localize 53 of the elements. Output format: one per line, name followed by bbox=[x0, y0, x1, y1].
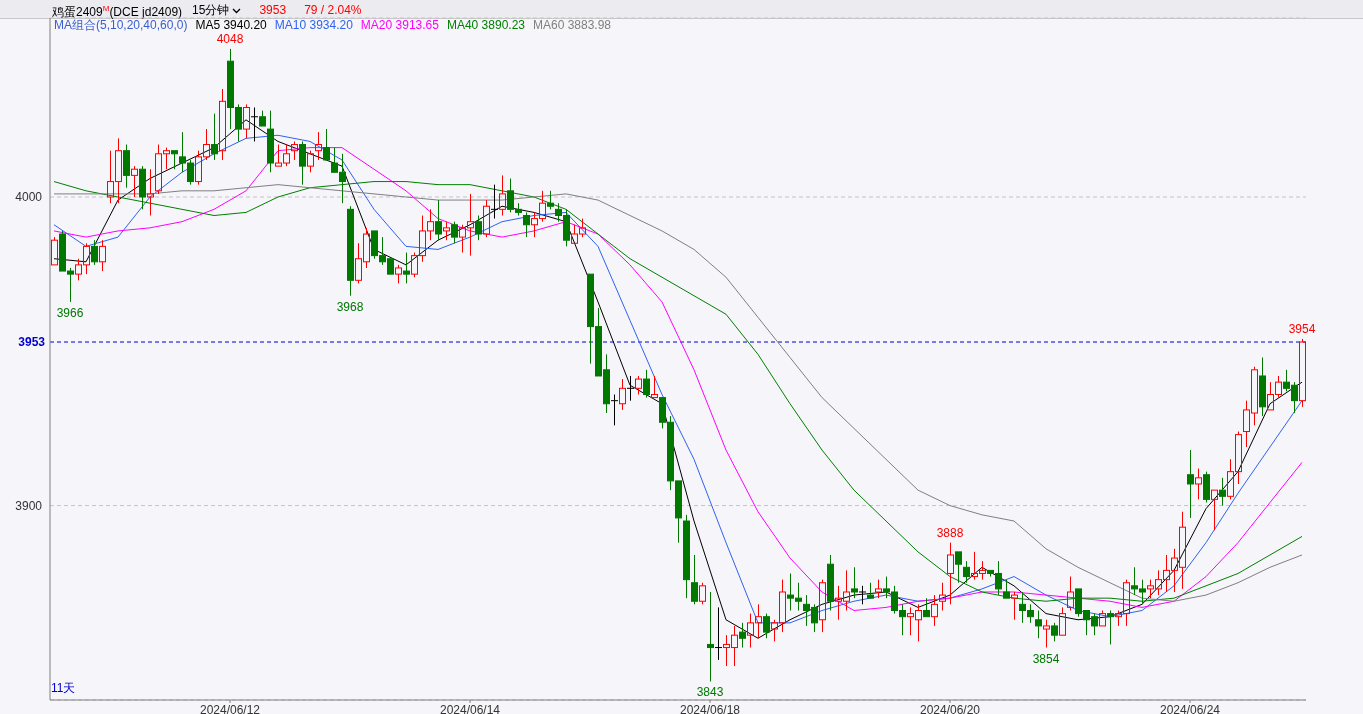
y-tick-label: 4000 bbox=[15, 190, 43, 205]
text: MA40 3890.23 bbox=[446, 18, 525, 33]
annotation: 3954 bbox=[1288, 321, 1316, 336]
candlestick bbox=[619, 378, 626, 411]
candlestick bbox=[91, 239, 98, 266]
candlestick bbox=[931, 594, 938, 627]
candlestick bbox=[1219, 477, 1226, 507]
candlestick bbox=[1187, 449, 1194, 519]
candlestick bbox=[963, 560, 970, 584]
annotation: 3968 bbox=[336, 299, 364, 314]
candlestick bbox=[291, 140, 298, 161]
candlestick bbox=[299, 140, 306, 186]
candlestick bbox=[1067, 576, 1074, 612]
text: 79 / 2.04% bbox=[304, 3, 362, 18]
candlestick bbox=[347, 205, 354, 297]
candlestick bbox=[610, 393, 619, 426]
x-tick-label: 2024/06/12 bbox=[199, 703, 261, 714]
candlestick bbox=[131, 165, 138, 198]
ref-line-label: 3953 bbox=[18, 335, 46, 350]
candlestick bbox=[947, 542, 954, 605]
annotation: 11天 bbox=[51, 680, 76, 697]
y-tick-label: 3900 bbox=[15, 498, 43, 513]
annotation: 3854 bbox=[1032, 651, 1060, 666]
x-tick-label: 2024/06/20 bbox=[919, 703, 981, 714]
annotation: 4048 bbox=[216, 31, 244, 46]
candlestick bbox=[939, 582, 946, 612]
x-tick-label: 2024/06/24 bbox=[1159, 703, 1221, 714]
candlestick bbox=[219, 88, 226, 161]
text: MA60 3883.98 bbox=[532, 18, 612, 33]
annotation: 3888 bbox=[936, 525, 964, 540]
text: MA10 3934.20 bbox=[274, 18, 353, 33]
candlestick bbox=[211, 113, 218, 161]
candlestick bbox=[714, 606, 723, 661]
candlestick bbox=[707, 591, 714, 682]
candlestick bbox=[827, 554, 834, 612]
candlestick bbox=[1259, 356, 1266, 417]
annotation: 3966 bbox=[56, 305, 84, 320]
text: MA20 3913.65 bbox=[360, 18, 439, 33]
candlestick bbox=[147, 168, 154, 216]
candlestick bbox=[315, 131, 322, 161]
chart-subtitle: 15分钟 bbox=[192, 3, 230, 18]
annotation: 3843 bbox=[696, 685, 724, 700]
legend-label: MA5 3940.20 bbox=[195, 18, 267, 33]
candlestick bbox=[523, 211, 530, 238]
text: 3953 bbox=[259, 3, 287, 18]
chart-title: 鸡蛋2409$^{M}$(DCE jd2409) bbox=[52, 3, 183, 19]
candlestick bbox=[99, 239, 106, 272]
x-tick-label: 2024/06/14 bbox=[439, 703, 501, 714]
candlestick bbox=[490, 184, 499, 220]
candlestick bbox=[626, 375, 635, 402]
legend-title: MA组合(5,10,20,40,60,0) bbox=[54, 18, 188, 33]
candlestick bbox=[499, 174, 506, 216]
x-tick-label: 2024/06/18 bbox=[679, 703, 741, 714]
